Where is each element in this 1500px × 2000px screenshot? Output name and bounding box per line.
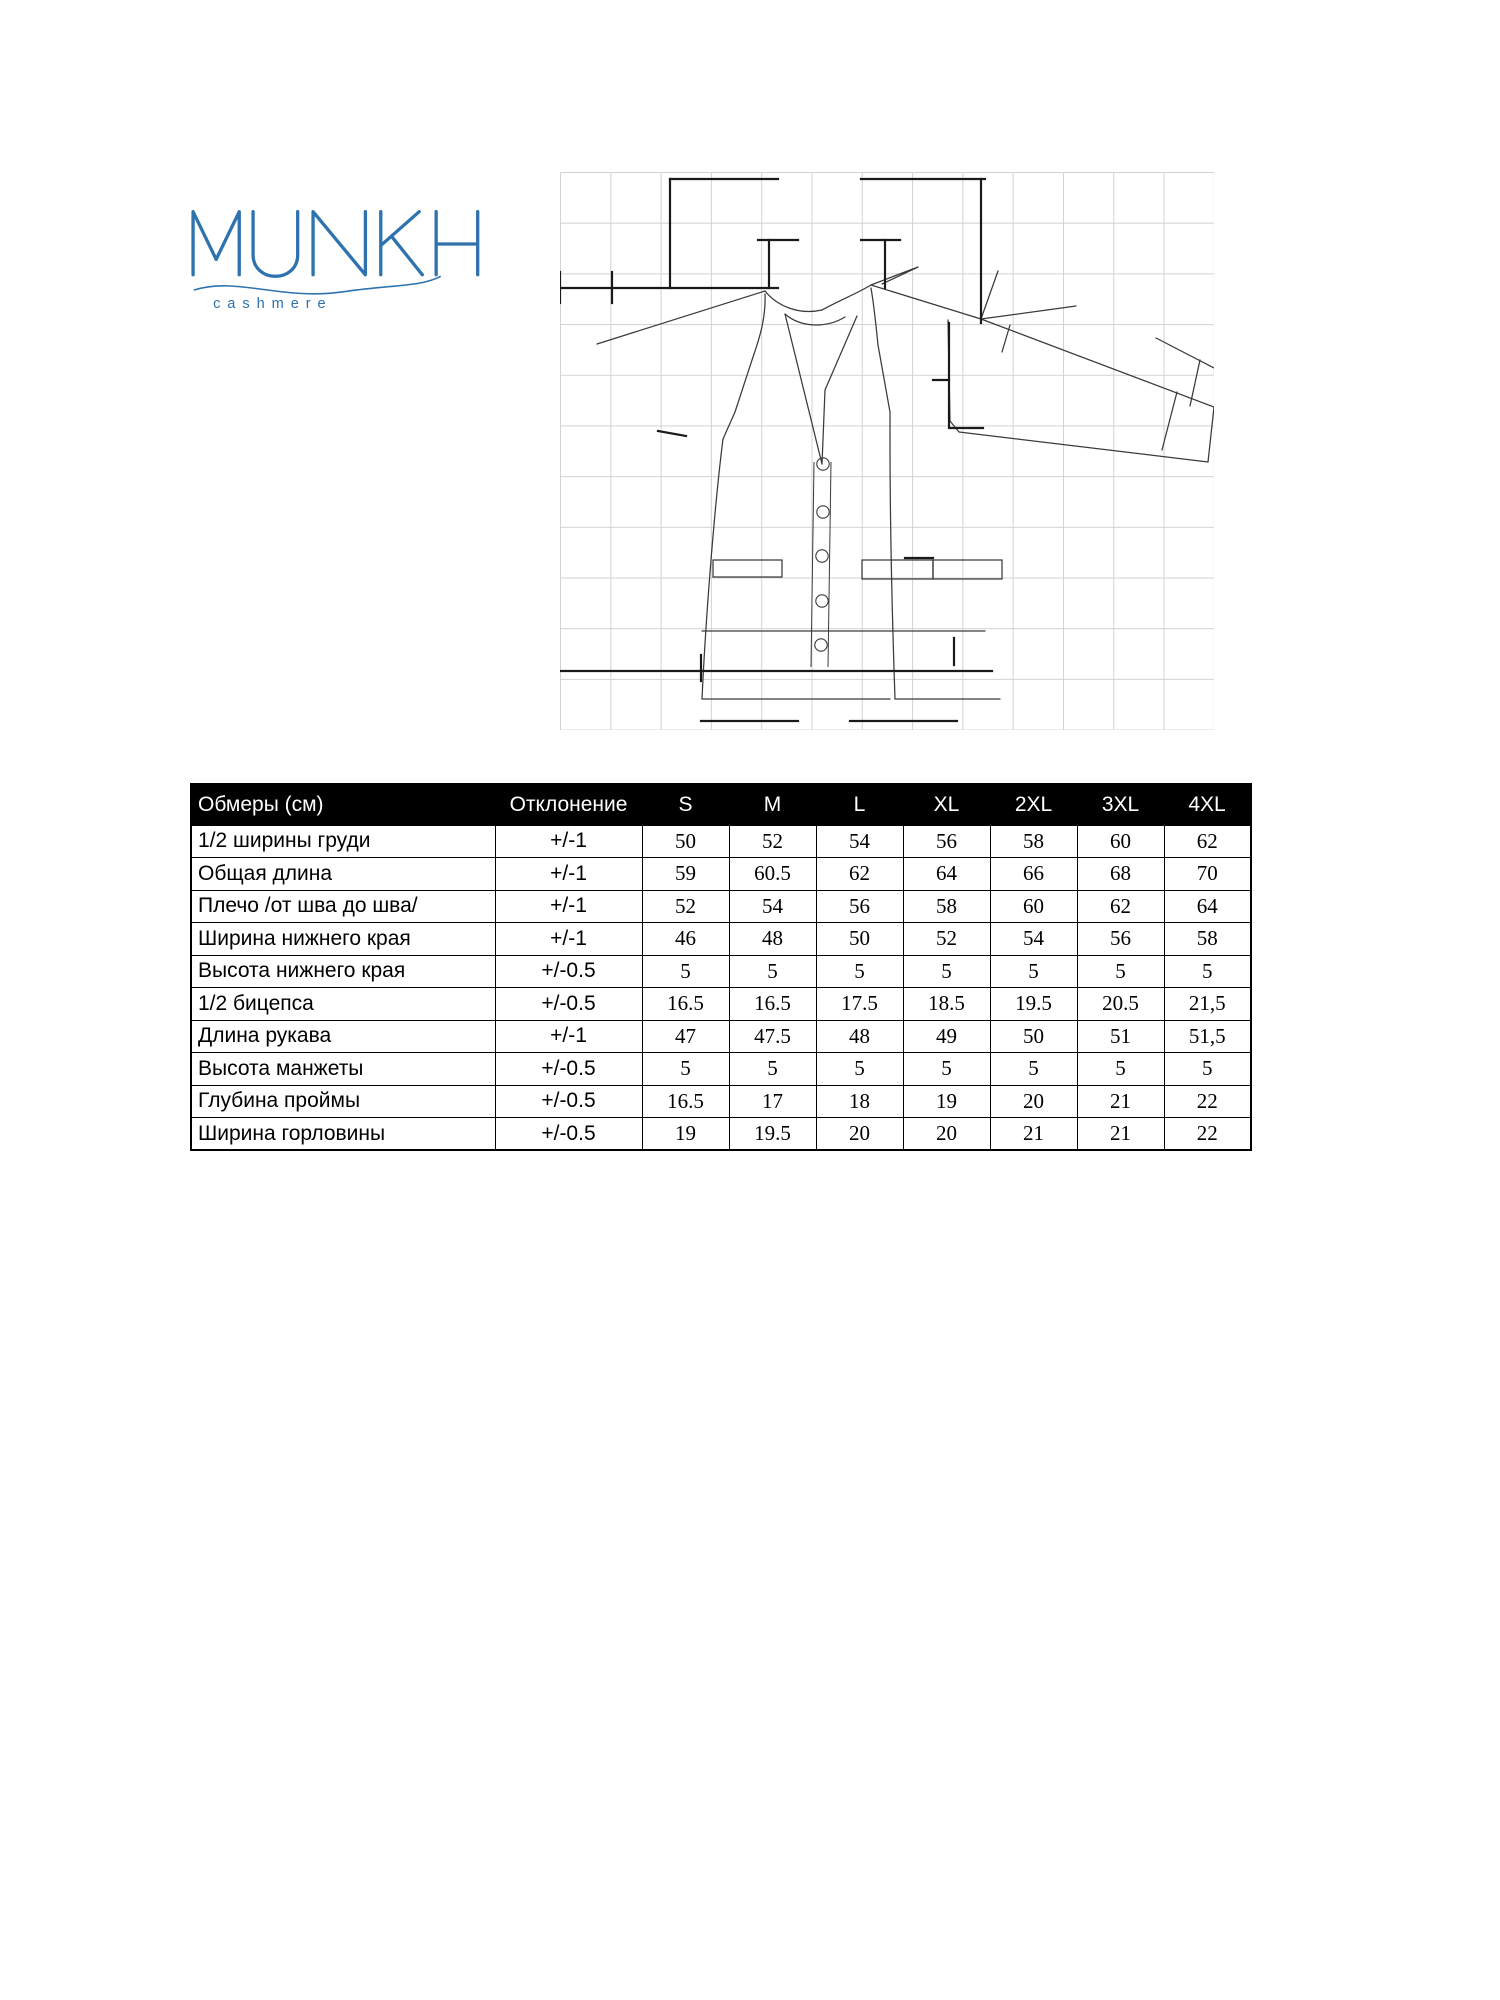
- svg-text:cashmere: cashmere: [213, 296, 333, 312]
